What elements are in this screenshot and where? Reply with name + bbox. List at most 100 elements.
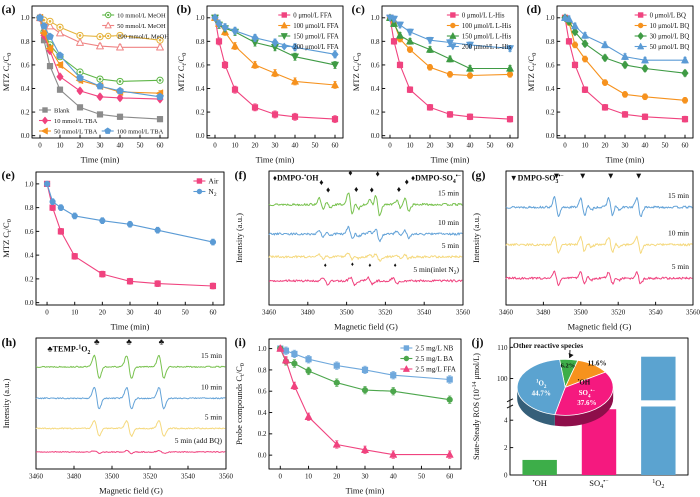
svg-text:Probe compounds Ct/C0: Probe compounds Ct/C0 — [234, 363, 246, 445]
svg-text:150 μmol/L FFA: 150 μmol/L FFA — [293, 33, 339, 40]
svg-text:♦: ♦ — [375, 168, 380, 178]
chart-f: 3460 3480 3500 3520 3540 3560 Magnetic field (… — [234, 168, 471, 332]
chart-d: 0 10 20 30 40 50 60 0.0 0.2 0.4 0.6 0.8 1.0 Time (min… — [526, 2, 694, 165]
svg-text:(h): (h) — [2, 335, 17, 349]
svg-text:200 μmol/L L-His: 200 μmol/L L-His — [462, 44, 512, 51]
svg-text:3500: 3500 — [340, 309, 355, 317]
svg-text:20: 20 — [252, 142, 260, 150]
svg-text:Time (min): Time (min) — [256, 155, 295, 165]
svg-text:0.8: 0.8 — [258, 366, 267, 374]
svg-text:♣TEMP-1O2: ♣TEMP-1O2 — [47, 345, 90, 356]
svg-text:0.6: 0.6 — [546, 61, 555, 69]
svg-text:2.5 mg/L NB: 2.5 mg/L NB — [415, 344, 453, 352]
svg-text:0: 0 — [504, 471, 508, 479]
svg-text:0.0: 0.0 — [21, 132, 30, 140]
svg-text:(e): (e) — [2, 168, 15, 182]
svg-text:200 μmol/L FFA: 200 μmol/L FFA — [293, 44, 339, 51]
svg-text:3460: 3460 — [262, 309, 277, 317]
svg-text:0: 0 — [279, 473, 283, 481]
svg-text:50: 50 — [418, 473, 426, 481]
svg-text:Time (min): Time (min) — [81, 155, 120, 165]
svg-text:▼: ▼ — [578, 170, 586, 180]
panel-e: 0 10 20 30 40 50 60 0.0 0.2 0.4 0.6 0.8 1.0 Time (min… — [0, 166, 233, 333]
svg-text:40: 40 — [117, 142, 125, 150]
svg-text:0.6: 0.6 — [21, 61, 30, 69]
svg-text:Magnetic field (G): Magnetic field (G) — [568, 322, 632, 332]
svg-text:1.0: 1.0 — [25, 180, 34, 188]
svg-text:(i): (i) — [235, 335, 246, 349]
svg-text:60: 60 — [682, 142, 690, 150]
svg-text:15 min: 15 min — [668, 191, 689, 200]
svg-text:2.5 mg/L BA: 2.5 mg/L BA — [415, 355, 454, 363]
svg-text:SO4•−: SO4•− — [589, 478, 609, 490]
svg-text:3520: 3520 — [378, 309, 393, 317]
svg-text:3460: 3460 — [499, 309, 514, 317]
panel-i: 0 10 20 30 40 50 60 0.0 0.2 0.4 0.6 0.8 1.0 Time (min… — [233, 333, 470, 497]
svg-text:0.2: 0.2 — [258, 430, 267, 438]
svg-text:3480: 3480 — [67, 473, 82, 481]
svg-text:SO4•−: SO4•− — [579, 389, 596, 399]
panel-d: 0 10 20 30 40 50 60 0.0 0.2 0.4 0.6 0.8 1.0 Time (min… — [525, 0, 700, 166]
panel-b: 0 10 20 30 40 50 60 0.0 0.2 0.4 0.6 0.8 1.0 Time (min… — [175, 0, 350, 166]
svg-text:0.4: 0.4 — [196, 85, 205, 93]
svg-text:♦: ♦ — [405, 176, 410, 186]
svg-text:60: 60 — [332, 142, 340, 150]
svg-text:60: 60 — [209, 309, 217, 317]
svg-text:♣: ♣ — [126, 337, 132, 347]
svg-text:40: 40 — [642, 142, 650, 150]
svg-text:30: 30 — [127, 309, 135, 317]
svg-text:♦: ♦ — [324, 263, 327, 269]
svg-text:♦: ♦ — [368, 263, 371, 269]
svg-text:3540: 3540 — [181, 473, 196, 481]
chart-h: 3460 3480 3500 3520 3540 3560 Magnetic field (… — [1, 335, 234, 496]
svg-text:1.0: 1.0 — [546, 14, 555, 22]
svg-text:•OH: •OH — [578, 379, 591, 387]
svg-text:0.0: 0.0 — [371, 132, 380, 140]
svg-text:0.8: 0.8 — [25, 204, 34, 212]
svg-text:▼: ▼ — [635, 170, 643, 180]
svg-text:0.6: 0.6 — [196, 61, 205, 69]
svg-text:60: 60 — [446, 473, 454, 481]
svg-text:0.2: 0.2 — [371, 108, 380, 116]
svg-text:(a): (a) — [2, 2, 16, 16]
svg-text:♦DMPO-•OH: ♦DMPO-•OH — [273, 174, 319, 183]
svg-text:0.4: 0.4 — [21, 85, 30, 93]
svg-text:▼: ▼ — [607, 170, 615, 180]
svg-text:Intensity (a.u.): Intensity (a.u.) — [471, 213, 481, 263]
svg-text:Time (min): Time (min) — [346, 486, 385, 496]
svg-text:Air: Air — [208, 176, 219, 185]
svg-text:MTZ Ct/C0: MTZ Ct/C0 — [351, 53, 363, 92]
svg-text:10: 10 — [71, 309, 79, 317]
svg-text:▼DMPO-SO3•−: ▼DMPO-SO3•− — [510, 174, 564, 185]
svg-text:11.6%: 11.6% — [588, 359, 607, 367]
svg-text:♦: ♦ — [394, 263, 397, 269]
svg-text:Time (min): Time (min) — [431, 155, 470, 165]
svg-text:60: 60 — [157, 142, 165, 150]
svg-text:Magnetic field (G): Magnetic field (G) — [334, 322, 398, 332]
svg-text:0.6: 0.6 — [258, 388, 267, 396]
svg-text:(f): (f) — [235, 168, 247, 182]
svg-text:10 μmol/L BQ: 10 μmol/L BQ — [650, 23, 690, 30]
chart-e: 0 10 20 30 40 50 60 0.0 0.2 0.4 0.6 0.8 1.0 Time (min… — [1, 168, 225, 332]
svg-text:0.8: 0.8 — [371, 38, 380, 46]
svg-text:3520: 3520 — [143, 473, 158, 481]
panel-j: 0 2 4 100 110 State-Steady ROS (10-14 μmol/L)… — [470, 333, 700, 497]
svg-text:3480: 3480 — [301, 309, 316, 317]
chart-c: 0 10 20 30 40 50 60 0.0 0.2 0.4 0.6 0.8 1.0 Time (min… — [351, 2, 519, 165]
svg-text:30: 30 — [447, 142, 455, 150]
svg-text:50 μmol/L BQ: 50 μmol/L BQ — [650, 44, 690, 51]
svg-text:MTZ Ct/C0: MTZ Ct/C0 — [1, 53, 13, 92]
svg-text:44.7%: 44.7% — [532, 390, 551, 398]
svg-text:0.2: 0.2 — [21, 108, 30, 116]
chart-b: 0 10 20 30 40 50 60 0.0 0.2 0.4 0.6 0.8 1.0 Time (min… — [176, 2, 344, 165]
svg-text:(j): (j) — [472, 335, 484, 349]
svg-text:0.4: 0.4 — [371, 85, 380, 93]
svg-text:3520: 3520 — [611, 309, 626, 317]
svg-text:3540: 3540 — [417, 309, 432, 317]
svg-text:0.8: 0.8 — [196, 38, 205, 46]
chart-i: 0 10 20 30 40 50 60 0.0 0.2 0.4 0.6 0.8 1.0 Time (min… — [234, 335, 462, 496]
svg-text:0 μmol/L L-His: 0 μmol/L L-His — [462, 12, 505, 19]
svg-text:20: 20 — [99, 309, 107, 317]
panel-a: 0 10 20 30 40 50 60 0.0 0.2 0.4 0.6 0.8 1.0 Time (min… — [0, 0, 175, 166]
